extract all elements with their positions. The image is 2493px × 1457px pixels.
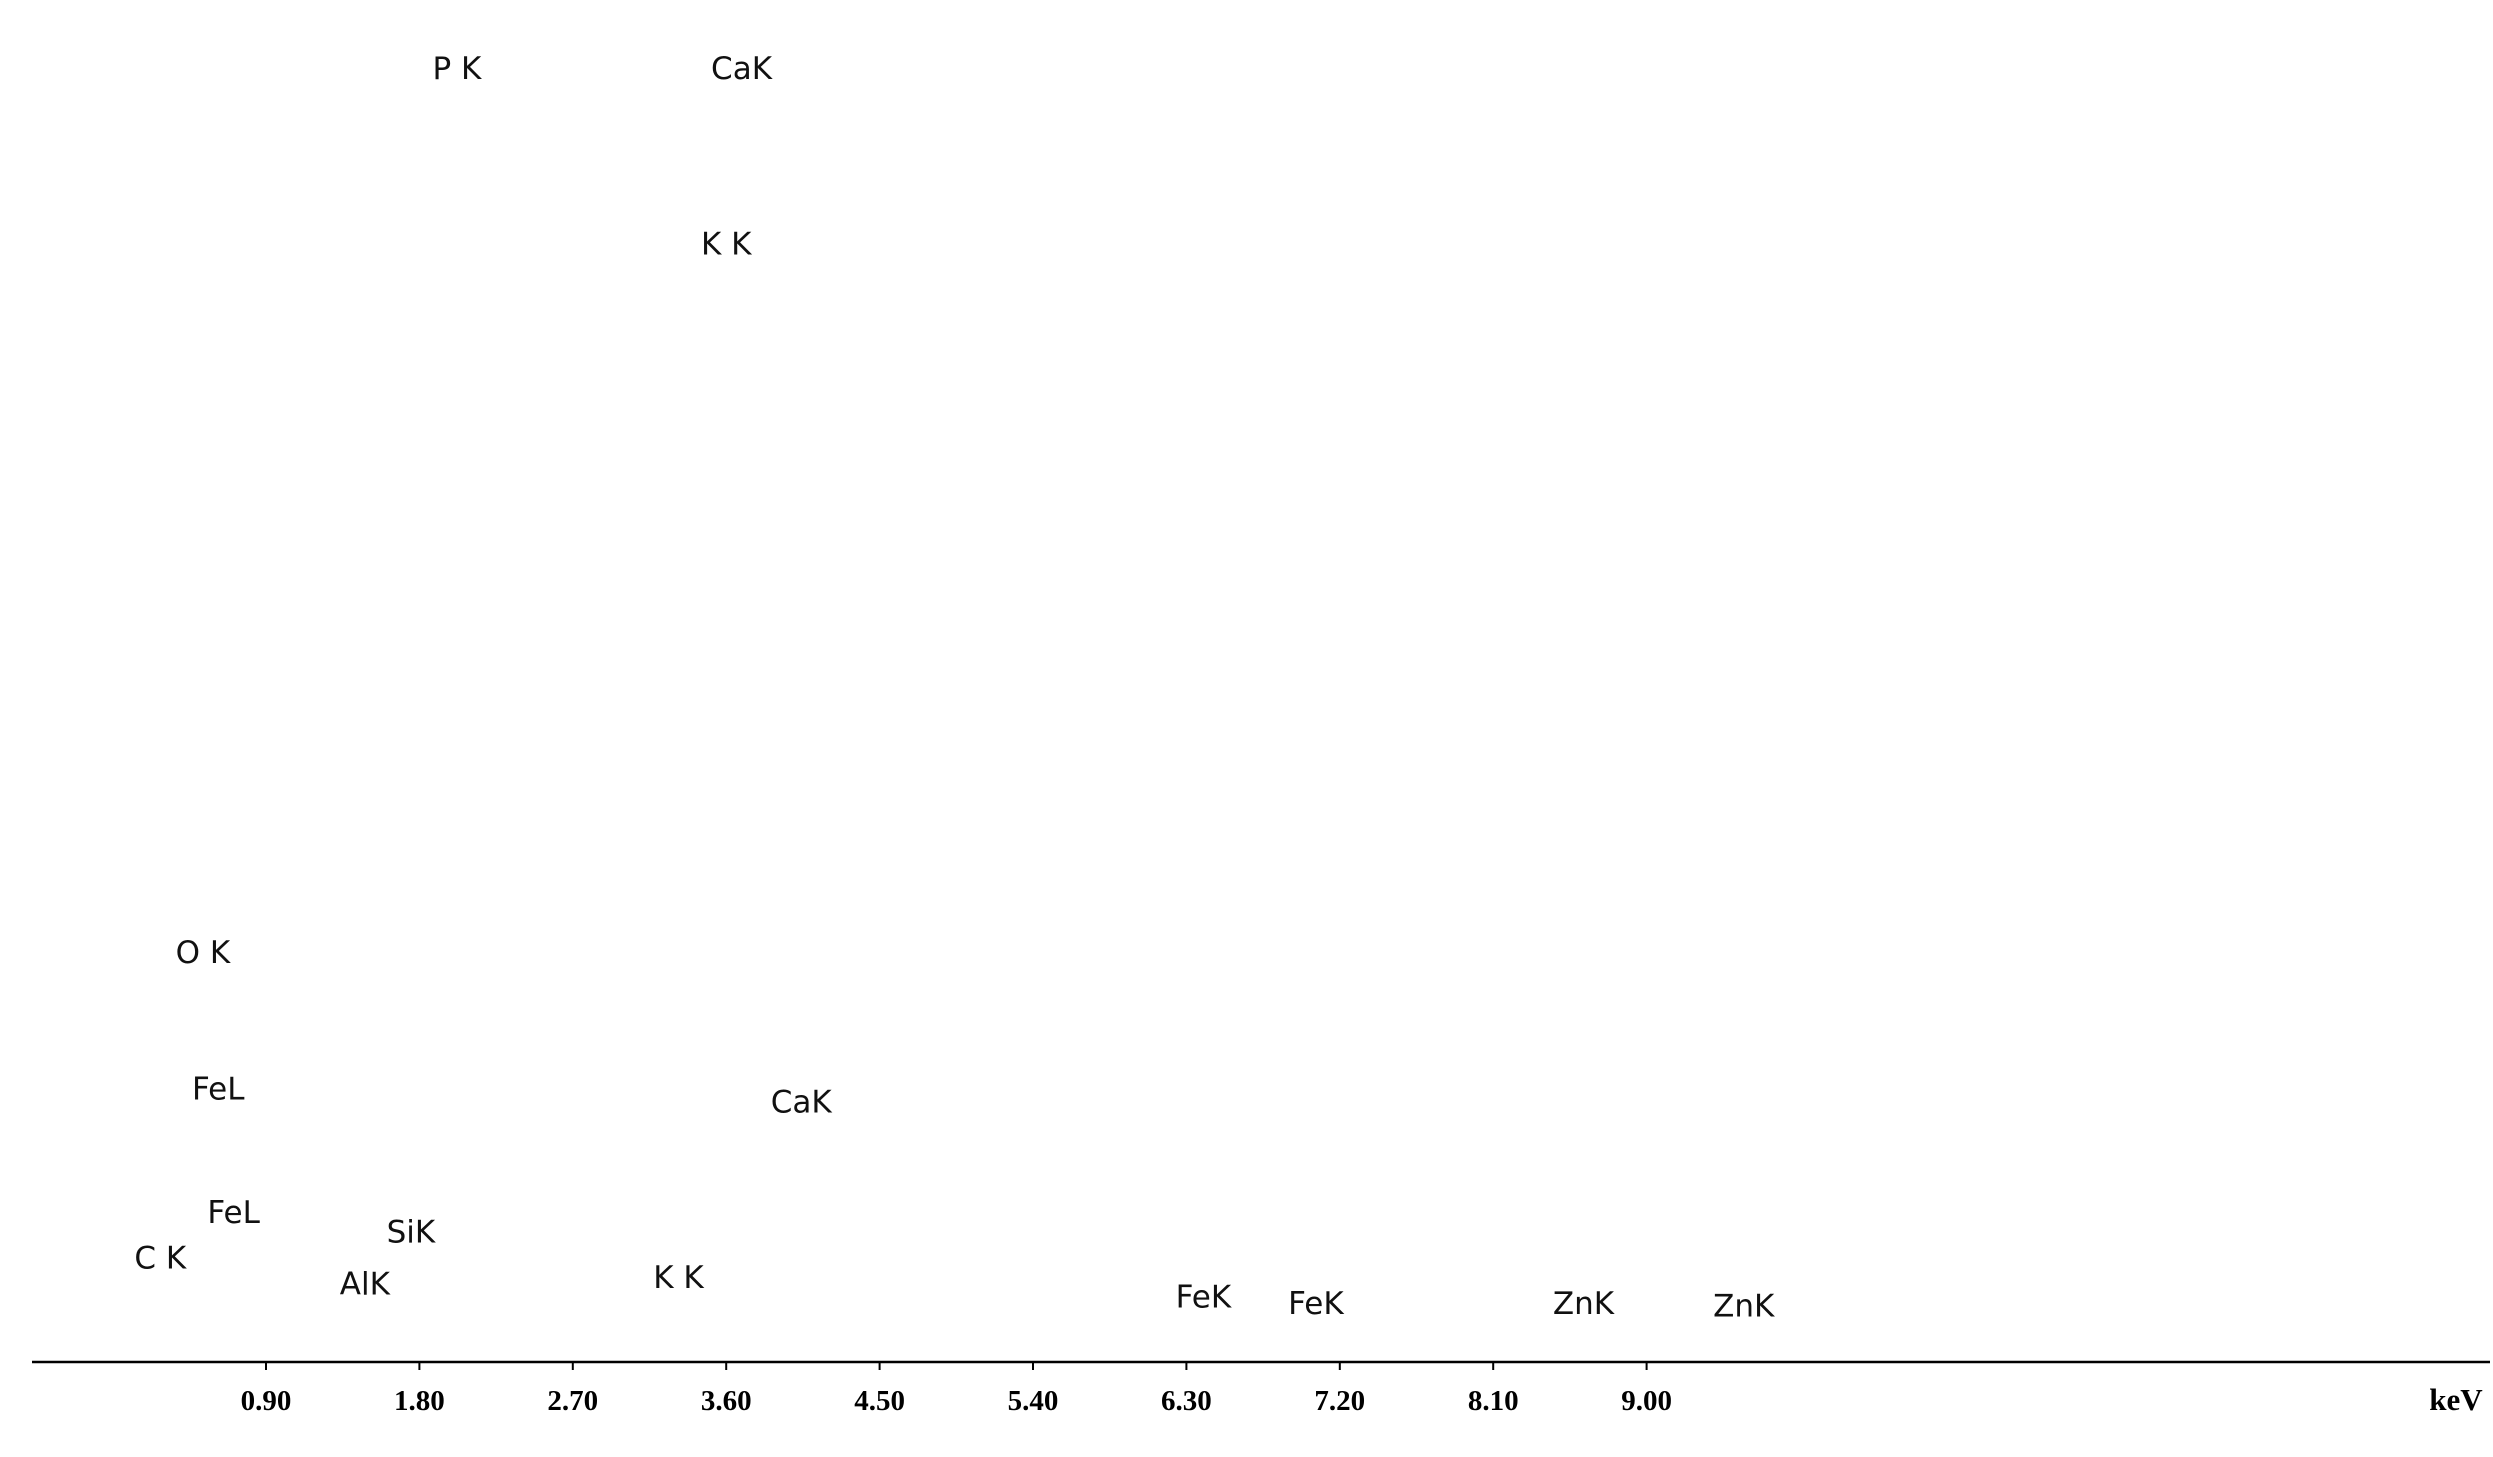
- peak-label: FeL: [192, 1072, 245, 1108]
- peak-label: K K: [653, 1260, 704, 1296]
- peak-label: AlK: [340, 1267, 391, 1303]
- peak-label: ZnK: [1553, 1286, 1615, 1322]
- x-tick-label: 2.70: [547, 1385, 598, 1417]
- peak-label: SiK: [387, 1215, 436, 1251]
- peak-labels: C K O K FeL FeL AlK SiK P K CaK K K K K CaK FeK FeK Z…: [134, 51, 1775, 1325]
- x-unit-label: keV: [2429, 1382, 2483, 1417]
- x-tick-label: 1.80: [394, 1385, 445, 1417]
- peak-label: FeK: [1288, 1286, 1344, 1322]
- x-tick-label: 7.20: [1314, 1385, 1365, 1417]
- peak-label: FeK: [1176, 1280, 1232, 1316]
- peak-label: CaK: [711, 51, 773, 87]
- peak-label: ZnK: [1713, 1289, 1775, 1325]
- peak-label: FeL: [207, 1195, 260, 1231]
- peak-label: O K: [176, 935, 231, 971]
- peak-label: P K: [432, 51, 482, 87]
- peak-label: CaK: [771, 1085, 833, 1121]
- peak-label: C K: [134, 1241, 186, 1277]
- x-tick-label: 8.10: [1468, 1385, 1519, 1417]
- x-tick-label: 9.00: [1621, 1385, 1672, 1417]
- peak-label: K K: [701, 227, 752, 263]
- x-tick-label: 5.40: [1008, 1385, 1059, 1417]
- x-axis: 0.90 1.80 2.70 3.60 4.50 5.40 6.30 7.20 8.10 9.00…: [32, 1360, 2490, 1417]
- x-tick-label: 6.30: [1161, 1385, 1212, 1417]
- x-tick-label: 4.50: [854, 1385, 905, 1417]
- x-tick-label: 3.60: [701, 1385, 752, 1417]
- x-tick-label: 0.90: [241, 1385, 292, 1417]
